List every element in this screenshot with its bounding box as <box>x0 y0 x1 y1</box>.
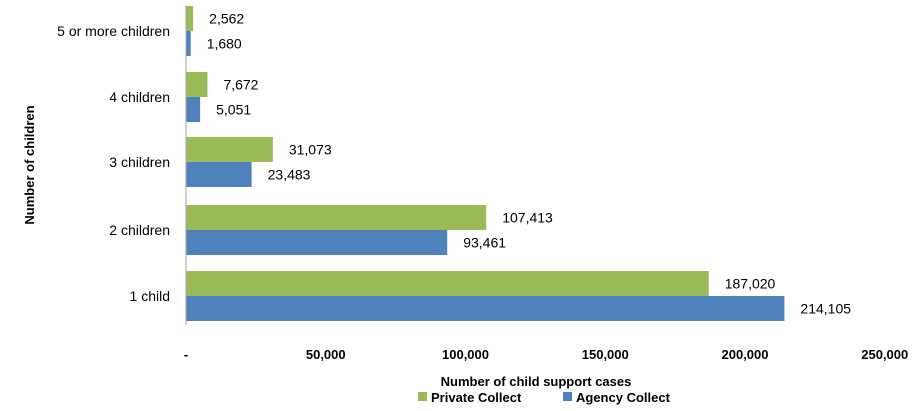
data-label-agency: 23,483 <box>268 167 311 183</box>
x-tick-label: 50,000 <box>306 347 346 362</box>
bars-layer <box>186 6 785 321</box>
data-label-private: 31,073 <box>289 142 332 158</box>
x-tick-label: 250,000 <box>861 347 908 362</box>
bar-private-1-child <box>186 271 709 296</box>
bar-agency-5-or-more-children <box>186 31 191 56</box>
x-tick-label: - <box>184 347 188 362</box>
x-tick-labels: - 50,000 100,000 150,000 200,000 250,000 <box>184 347 908 362</box>
bar-private-5-or-more-children <box>186 6 194 31</box>
data-label-private: 187,020 <box>725 276 776 292</box>
bar-agency-4-children <box>186 97 201 122</box>
x-axis-title: Number of child support cases <box>441 374 632 389</box>
y-axis-title: Number of children <box>22 105 37 224</box>
legend-swatch-agency <box>563 392 572 401</box>
category-label: 3 children <box>109 154 170 170</box>
legend-label-private: Private Collect <box>431 390 522 405</box>
x-tick-label: 150,000 <box>582 347 629 362</box>
data-label-agency: 214,105 <box>800 301 851 317</box>
data-label-agency: 93,461 <box>463 235 506 251</box>
category-label: 4 children <box>109 89 170 105</box>
category-label: 5 or more children <box>57 23 170 39</box>
bar-agency-1-child <box>186 296 785 321</box>
data-label-agency: 1,680 <box>207 36 242 52</box>
bar-private-3-children <box>186 137 273 162</box>
x-tick-label: 100,000 <box>442 347 489 362</box>
legend-label-agency: Agency Collect <box>576 390 671 405</box>
data-labels: 187,020 214,105 107,413 93,461 31,073 23,483 7… <box>207 11 852 317</box>
bar-agency-3-children <box>186 162 252 187</box>
legend-swatch-private <box>418 392 427 401</box>
category-labels: 1 child 2 children 3 children 4 children 5 o… <box>57 23 170 304</box>
bar-private-4-children <box>186 72 208 97</box>
category-label: 2 children <box>109 222 170 238</box>
data-label-private: 2,562 <box>209 11 244 27</box>
data-label-agency: 5,051 <box>216 102 251 118</box>
data-label-private: 107,413 <box>502 210 553 226</box>
bar-agency-2-children <box>186 230 448 255</box>
legend: Private Collect Agency Collect <box>418 390 671 405</box>
category-label: 1 child <box>130 288 170 304</box>
data-label-private: 7,672 <box>223 77 258 93</box>
bar-private-2-children <box>186 205 487 230</box>
x-tick-label: 200,000 <box>722 347 769 362</box>
